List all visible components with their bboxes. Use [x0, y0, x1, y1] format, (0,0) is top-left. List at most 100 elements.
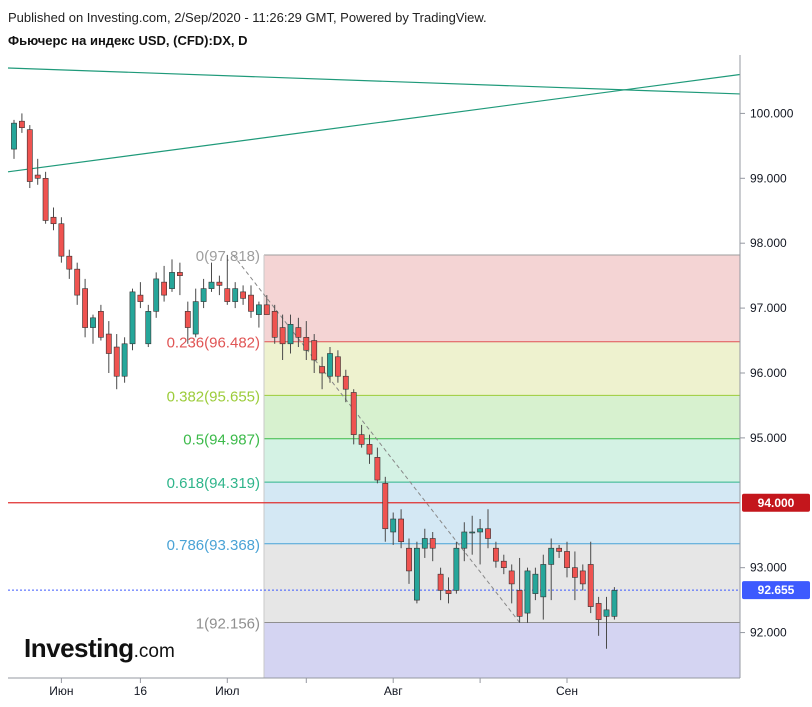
- candle: [224, 254, 231, 305]
- candle: [524, 567, 531, 623]
- x-tick-label: 16: [134, 684, 148, 698]
- symbol-title: Фьючерс на индекс USD, (CFD):DX, D: [8, 33, 248, 48]
- y-tick-label: 95.000: [750, 431, 787, 445]
- candle: [334, 350, 341, 383]
- candle: [192, 288, 199, 338]
- candle: [342, 369, 349, 403]
- candle-body: [319, 366, 325, 374]
- candle: [382, 476, 389, 542]
- resistance-price-tag-bg: [742, 493, 810, 512]
- candle-body: [271, 311, 278, 338]
- candle: [169, 259, 175, 292]
- candle-body: [485, 528, 491, 539]
- candle-body: [406, 547, 412, 572]
- candle-body: [169, 272, 175, 289]
- trendline: [7, 73, 741, 173]
- candle-body: [532, 573, 539, 594]
- candle-body: [540, 564, 547, 598]
- candle: [421, 528, 428, 558]
- fib-level-label: 1(92.156): [196, 615, 260, 632]
- candle: [516, 557, 523, 623]
- x-tick-label: Июн: [49, 684, 73, 698]
- candle-body: [603, 609, 610, 617]
- fib-zone: [264, 395, 740, 439]
- candle: [11, 119, 17, 159]
- resistance-price-tag-text: 94.000: [758, 496, 795, 510]
- candle: [271, 304, 278, 344]
- candle-body: [611, 590, 618, 617]
- fibonacci-retracement[interactable]: 0(97.818) 0.236(96.482) 0.382(95.655) 0.5(9…: [8, 248, 740, 678]
- candle-body: [161, 281, 167, 296]
- fib-level-label: 0.382(95.655): [167, 388, 260, 405]
- candle-body: [240, 291, 246, 299]
- candle-body: [255, 304, 262, 315]
- candle: [358, 424, 365, 448]
- fib-level-label: 0(97.818): [196, 248, 260, 265]
- candle: [303, 321, 310, 361]
- candle: [453, 541, 460, 594]
- fib-zone: [264, 438, 740, 483]
- y-tick-label: 100.000: [750, 106, 794, 120]
- candle-body: [548, 547, 555, 565]
- candle: [374, 447, 381, 484]
- candle-body: [477, 528, 483, 533]
- candle: [248, 285, 254, 318]
- candle: [413, 541, 420, 604]
- candle: [263, 295, 270, 315]
- candle: [532, 567, 539, 601]
- y-tick-label: 92.000: [750, 626, 787, 640]
- fib-zone: [264, 622, 740, 678]
- candle: [595, 596, 602, 636]
- candle-body: [137, 294, 144, 302]
- candle-body: [58, 223, 65, 257]
- candle: [26, 125, 33, 189]
- candle-body: [524, 570, 531, 614]
- candle-body: [224, 288, 231, 302]
- logo-suffix: .com: [133, 641, 175, 662]
- candle-body: [287, 324, 294, 345]
- y-tick-label: 97.000: [750, 301, 787, 315]
- x-tick-label: Июл: [215, 684, 239, 698]
- fib-level-label: 0.786(93.368): [167, 537, 260, 554]
- candle-body: [105, 333, 112, 354]
- candle-body: [334, 356, 341, 377]
- candle: [390, 512, 397, 545]
- candle-body: [74, 268, 81, 296]
- candle-body: [516, 590, 523, 617]
- candle-body: [469, 531, 476, 534]
- last-price-tag-bg: [742, 581, 810, 600]
- candle: [129, 288, 136, 351]
- candle-body: [508, 570, 515, 585]
- candle-body: [358, 434, 365, 445]
- candle-body: [366, 444, 373, 455]
- fib-trend-line: [232, 254, 520, 623]
- candle: [429, 531, 436, 562]
- candle: [500, 554, 507, 575]
- fib-level-label: 0.618(94.319): [167, 475, 260, 492]
- candle: [105, 321, 112, 373]
- candle: [232, 282, 239, 309]
- candle: [556, 544, 562, 558]
- fib-level-label: 0.236(96.482): [167, 335, 260, 352]
- candle-body: [153, 278, 160, 312]
- candle-body: [113, 346, 120, 377]
- candle-body: [216, 281, 223, 286]
- candle-body: [34, 174, 41, 179]
- candle-body: [571, 567, 578, 578]
- candle: [287, 314, 294, 354]
- candle: [406, 538, 412, 584]
- candle: [311, 334, 318, 373]
- fib-zone: [264, 255, 740, 342]
- trendlines[interactable]: [7, 67, 741, 623]
- investing-logo: Investing.com: [24, 633, 175, 664]
- y-tick-label: 96.000: [750, 366, 787, 380]
- candle: [327, 347, 333, 383]
- candle: [137, 282, 144, 309]
- candle-body: [595, 603, 602, 620]
- candle: [50, 207, 57, 231]
- candle: [42, 171, 49, 224]
- x-tick-label: Авг: [384, 684, 403, 698]
- candle: [564, 541, 570, 578]
- candle: [200, 278, 207, 309]
